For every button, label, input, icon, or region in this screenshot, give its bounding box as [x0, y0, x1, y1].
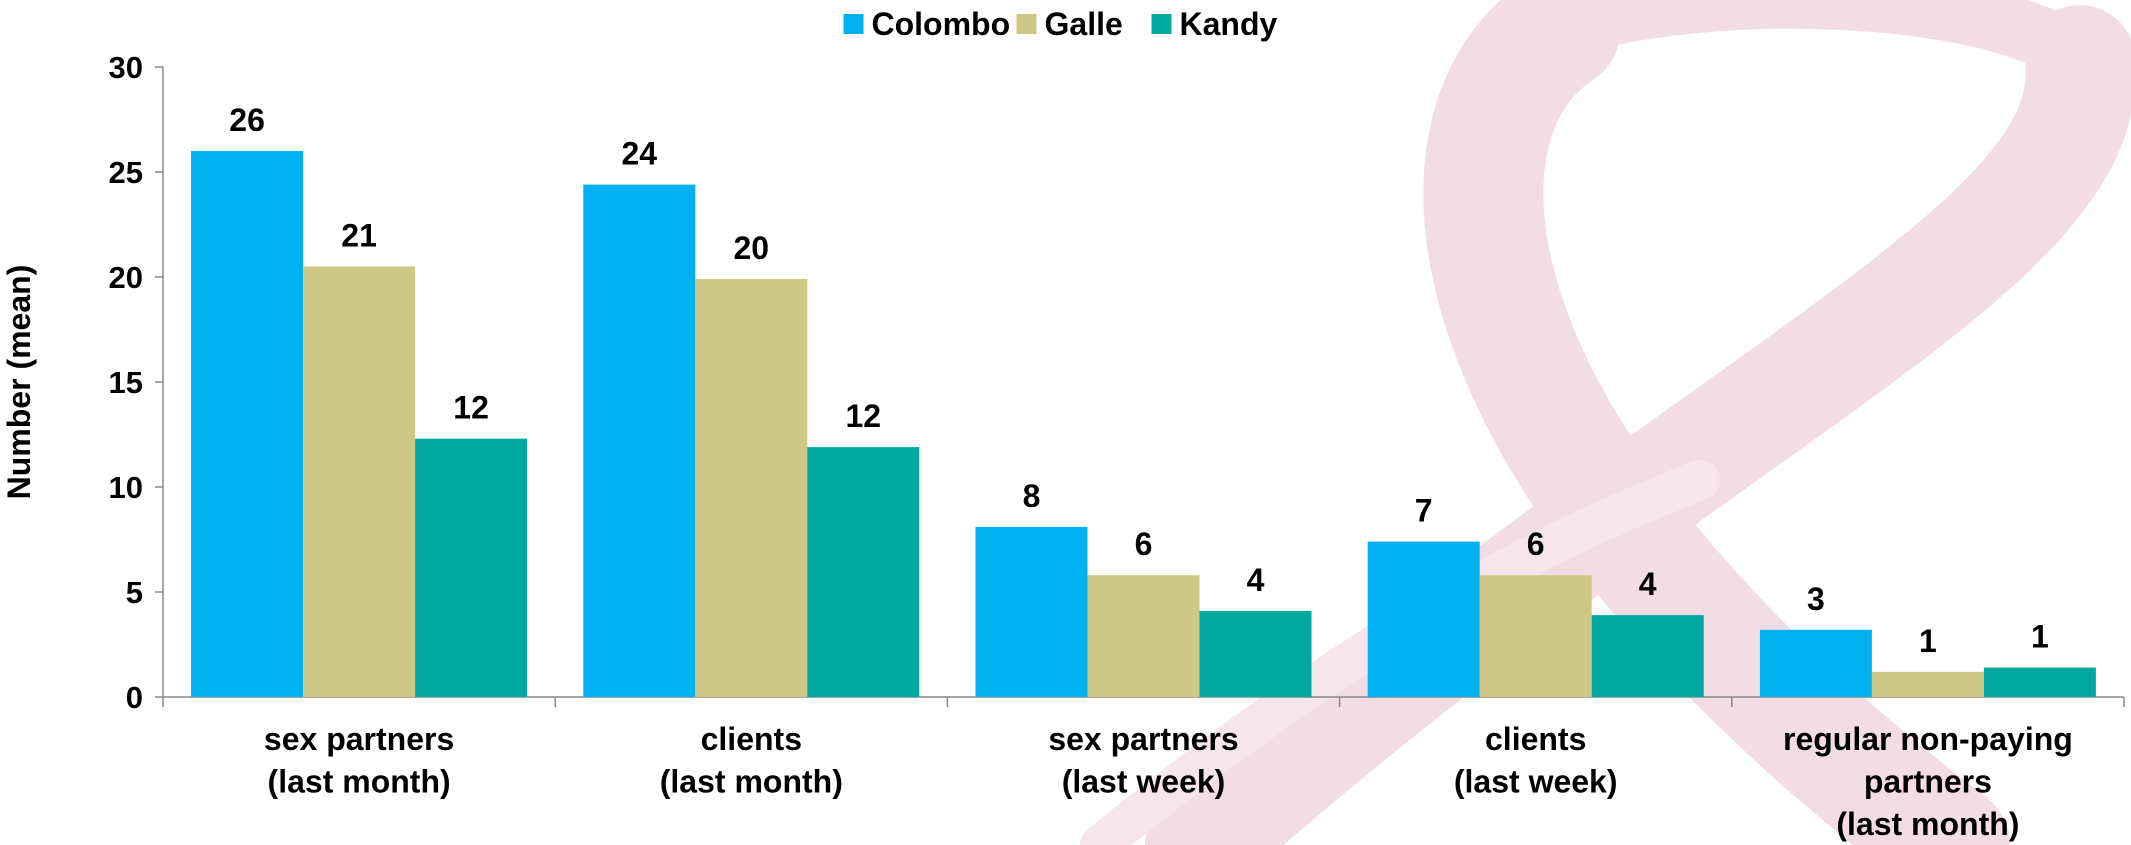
bar	[976, 527, 1088, 697]
bar	[1760, 630, 1872, 697]
legend-label: Colombo	[872, 6, 1011, 42]
bar	[1480, 575, 1592, 697]
y-tick-label: 15	[109, 365, 143, 400]
value-label: 6	[1135, 526, 1153, 562]
bar	[583, 185, 695, 697]
x-tick-label: clients(last month)	[660, 721, 843, 800]
value-label: 1	[1919, 623, 1937, 659]
legend-swatch	[1152, 14, 1172, 34]
bar	[1200, 611, 1312, 697]
value-label: 12	[453, 390, 489, 426]
y-tick-label: 5	[126, 575, 143, 610]
value-label: 3	[1807, 581, 1825, 617]
bar	[1592, 615, 1704, 697]
value-label: 4	[1247, 562, 1265, 598]
value-label: 1	[2031, 619, 2049, 655]
bar	[695, 279, 807, 697]
bar	[1872, 672, 1984, 697]
bar	[1368, 542, 1480, 697]
y-tick-label: 20	[109, 260, 143, 295]
y-tick-label: 30	[109, 50, 143, 85]
value-label: 24	[622, 136, 658, 172]
value-label: 6	[1527, 526, 1545, 562]
y-tick-label: 10	[109, 470, 143, 505]
bar	[191, 151, 303, 697]
legend-swatch	[844, 14, 864, 34]
x-tick-label: clients(last week)	[1454, 721, 1618, 800]
value-label: 26	[229, 102, 265, 138]
value-label: 8	[1023, 478, 1041, 514]
legend-label: Galle	[1045, 6, 1123, 42]
value-label: 21	[341, 218, 377, 254]
bar	[303, 267, 415, 698]
bar	[415, 439, 527, 697]
chart: Number (mean) 0 5 10 15 20 25 30 sex partners(l…	[0, 0, 2131, 845]
ribbon-background	[1100, 0, 2081, 845]
legend-label: Kandy	[1180, 6, 1278, 42]
y-tick-label: 0	[126, 680, 143, 715]
value-label: 20	[734, 230, 770, 266]
bar	[1984, 668, 2096, 697]
legend-swatch	[1017, 14, 1037, 34]
y-axis-label: Number (mean)	[1, 265, 37, 500]
value-label: 7	[1415, 493, 1433, 529]
value-label: 4	[1639, 566, 1657, 602]
value-label: 12	[846, 398, 882, 434]
y-tick-label: 25	[109, 155, 143, 190]
x-tick-label: sex partners(last month)	[264, 721, 454, 800]
bar	[1088, 575, 1200, 697]
bar	[807, 447, 919, 697]
